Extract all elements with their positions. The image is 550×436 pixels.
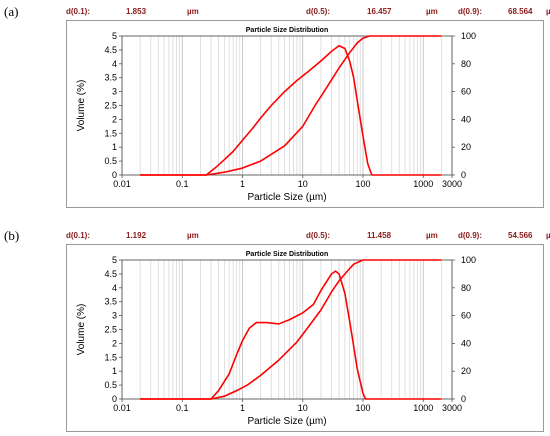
- y2-tick-label: 100: [461, 255, 476, 265]
- y-tick-label: 5: [112, 31, 117, 41]
- y-tick-label: 1.5: [104, 352, 117, 362]
- stat-d50-value: 11.458: [367, 231, 392, 240]
- stat-d10-key: d(0.1):: [66, 7, 90, 16]
- x-axis-label: Particle Size (µm): [247, 192, 326, 203]
- x-axis-label: Particle Size (µm): [247, 416, 326, 427]
- panel-a: (a) d(0.1): 1.853 µm d(0.5): 16.457 µm d…: [0, 0, 550, 210]
- y2-tick-label: 40: [461, 114, 471, 124]
- stat-d90-unit: µm: [546, 231, 550, 240]
- stat-d90-value: 54.566: [508, 231, 533, 240]
- x-tick-label: 10: [298, 403, 308, 413]
- y-tick-label: 0.5: [104, 380, 117, 390]
- y2-tick-label: 0: [461, 394, 466, 404]
- x-tick-label: 3000: [442, 179, 462, 189]
- panel-label: (b): [4, 228, 20, 243]
- volume-distribution-line: [140, 44, 442, 176]
- plot-border: [121, 259, 453, 400]
- y-axis-label: Volume (%): [76, 80, 87, 132]
- x-tick-label: 0.1: [176, 179, 189, 189]
- y-tick-label: 3: [112, 87, 117, 97]
- stat-d90-key: d(0.9):: [458, 7, 482, 16]
- y-tick-label: 3.5: [104, 297, 117, 307]
- y2-tick-label: 100: [461, 31, 476, 41]
- stat-d50-unit: µm: [426, 231, 438, 240]
- y2-tick-label: 80: [461, 283, 471, 293]
- stat-d50-value: 16.457: [367, 7, 392, 16]
- x-tick-label: 1000: [413, 179, 433, 189]
- stat-d90-key: d(0.9):: [458, 231, 482, 240]
- cumulative-volume-line: [140, 259, 442, 400]
- panel-label: (a): [4, 4, 19, 19]
- x-tick-label: 100: [355, 403, 370, 413]
- stat-d10-value: 1.853: [126, 7, 147, 16]
- chart-title: Particle Size Distribution: [246, 27, 328, 34]
- y-tick-label: 4: [112, 283, 117, 293]
- x-tick-label: 1: [240, 179, 245, 189]
- psd-chart-b: Particle Size Distribution 0 0.5 1 1.5 2 2.5 3 3…: [76, 251, 476, 427]
- volume-distribution-line: [140, 270, 442, 400]
- x-tick-label: 3000: [442, 403, 462, 413]
- y-tick-label: 2.5: [104, 101, 117, 111]
- plot-area: [122, 260, 452, 399]
- y-tick-label: 2: [112, 338, 117, 348]
- stat-d10-unit: µm: [187, 7, 199, 16]
- y2-tick-label: 0: [461, 170, 466, 180]
- stat-d10-unit: µm: [187, 231, 199, 240]
- cumulative-volume-line: [140, 35, 442, 176]
- plot-area: [122, 36, 452, 175]
- x-tick-label: 1000: [413, 403, 433, 413]
- y-axis-label: Volume (%): [76, 304, 87, 356]
- y-tick-label: 1: [112, 142, 117, 152]
- y-tick-label: 0: [112, 170, 117, 180]
- stat-d50-key: d(0.5):: [306, 7, 330, 16]
- stat-d90-unit: µm: [546, 7, 550, 16]
- panel-b: (b) d(0.1): 1.192 µm d(0.5): 11.458 µm d…: [0, 224, 550, 436]
- y-tick-label: 0.5: [104, 156, 117, 166]
- y-tick-label: 4: [112, 59, 117, 69]
- y2-tick-label: 40: [461, 338, 471, 348]
- x-tick-label: 10: [298, 179, 308, 189]
- y-tick-label: 2.5: [104, 325, 117, 335]
- y-tick-label: 0: [112, 394, 117, 404]
- stat-d50-key: d(0.5):: [306, 231, 330, 240]
- y2-tick-label: 60: [461, 311, 471, 321]
- stat-d10-value: 1.192: [126, 231, 147, 240]
- x-tick-label: 0.01: [113, 403, 131, 413]
- stat-d90-value: 68.564: [508, 7, 533, 16]
- x-tick-label: 1: [240, 403, 245, 413]
- y-tick-label: 3: [112, 311, 117, 321]
- y-tick-label: 1.5: [104, 128, 117, 138]
- x-tick-label: 0.01: [113, 179, 131, 189]
- y-tick-label: 4.5: [104, 269, 117, 279]
- y-tick-label: 3.5: [104, 73, 117, 83]
- y-tick-label: 2: [112, 114, 117, 124]
- psd-chart-a: Particle Size Distribution 0 0.5 1 1.5 2 2.5 3 3…: [76, 27, 476, 203]
- y-tick-label: 4.5: [104, 45, 117, 55]
- y2-tick-label: 20: [461, 142, 471, 152]
- y-tick-label: 1: [112, 366, 117, 376]
- y2-tick-label: 80: [461, 59, 471, 69]
- y2-tick-label: 20: [461, 366, 471, 376]
- y2-tick-label: 60: [461, 87, 471, 97]
- x-tick-label: 0.1: [176, 403, 189, 413]
- x-tick-label: 100: [355, 179, 370, 189]
- plot-border: [121, 35, 453, 176]
- chart-title: Particle Size Distribution: [246, 251, 328, 258]
- stat-d50-unit: µm: [426, 7, 438, 16]
- y-tick-label: 5: [112, 255, 117, 265]
- stat-d10-key: d(0.1):: [66, 231, 90, 240]
